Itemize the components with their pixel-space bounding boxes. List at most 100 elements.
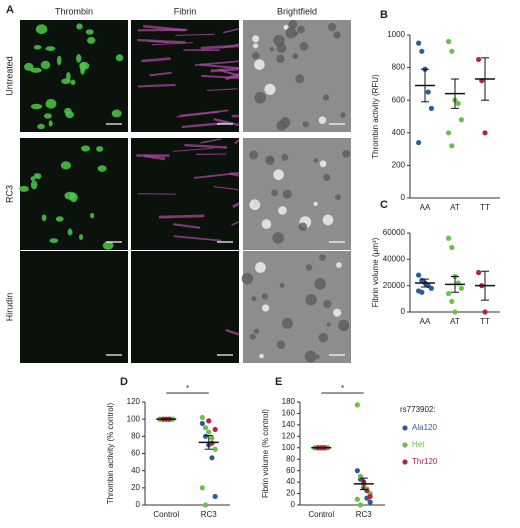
y-axis-label: Thrombin activity (RFU)	[371, 74, 380, 159]
cell	[313, 158, 319, 163]
fibrin-strand	[222, 28, 240, 34]
fibrin-strand	[175, 33, 215, 36]
fibrin-strand	[232, 202, 240, 209]
cell	[64, 191, 76, 200]
fibrin-strand	[137, 28, 188, 32]
point	[482, 130, 488, 136]
legend-label: Het	[412, 440, 425, 449]
y-tick-label: 120	[127, 397, 141, 406]
cell	[336, 262, 342, 268]
point	[199, 485, 205, 491]
cell	[276, 340, 286, 349]
y-tick-label: 0	[136, 500, 141, 509]
cell	[314, 277, 326, 290]
cell	[33, 45, 42, 50]
y-tick-label: 100	[282, 443, 296, 452]
cell	[319, 254, 326, 261]
fibrin-strand	[151, 42, 193, 46]
cell	[48, 120, 53, 127]
point	[446, 130, 452, 136]
image-bg	[131, 20, 239, 132]
cell	[319, 160, 327, 168]
point	[449, 244, 455, 251]
micrograph	[131, 20, 240, 132]
point	[446, 290, 452, 297]
point	[428, 105, 434, 111]
cell	[37, 123, 45, 130]
point	[449, 48, 455, 54]
y-tick-label: 400	[392, 128, 406, 137]
point	[364, 488, 370, 494]
point	[206, 418, 212, 424]
y-tick-label: 600	[392, 95, 406, 104]
cell	[269, 47, 274, 52]
cell	[333, 308, 342, 317]
significance-label: *	[341, 384, 344, 393]
fibrin-strand	[206, 88, 238, 92]
cell	[61, 78, 71, 85]
micrograph	[243, 19, 351, 132]
cell	[272, 232, 284, 244]
cell	[253, 328, 260, 334]
y-tick-label: 140	[282, 420, 296, 429]
cell	[35, 24, 48, 35]
point	[455, 100, 461, 107]
cell	[67, 228, 73, 236]
point	[458, 285, 464, 291]
point	[446, 235, 452, 241]
cell	[276, 120, 287, 131]
cell	[273, 34, 285, 47]
column-label: Brightfield	[277, 6, 317, 16]
point	[449, 143, 455, 149]
fibrin-strand	[137, 83, 176, 88]
y-tick-label: 20000	[383, 281, 406, 290]
y-tick-label: 180	[282, 397, 296, 406]
cell	[251, 296, 257, 302]
micrograph	[241, 251, 351, 363]
point	[199, 414, 205, 421]
cell	[56, 55, 62, 66]
fibrin-strand	[172, 147, 214, 152]
y-tick-label: 20	[131, 483, 140, 492]
cell	[78, 234, 84, 240]
panel-letter: E	[275, 376, 282, 388]
point	[357, 502, 364, 508]
x-tick-label: TT	[480, 203, 490, 212]
fibrin-strand	[213, 186, 240, 191]
image-bg	[131, 251, 239, 363]
point	[212, 426, 218, 433]
point	[476, 269, 482, 276]
point	[367, 499, 373, 505]
cell	[318, 116, 327, 124]
y-tick-label: 40000	[383, 254, 406, 263]
point	[416, 139, 422, 146]
cell	[278, 206, 287, 215]
y-tick-label: 0	[401, 307, 406, 316]
cell	[241, 272, 254, 285]
point	[209, 455, 215, 461]
cell	[279, 282, 285, 288]
cell	[249, 199, 261, 211]
point	[209, 435, 215, 441]
cell	[322, 214, 334, 226]
y-tick-label: 20	[286, 489, 295, 498]
fibrin-strand	[200, 63, 240, 70]
fibrin-strand	[225, 328, 240, 336]
cell	[40, 60, 51, 70]
point	[428, 285, 434, 291]
point	[452, 309, 458, 315]
cell	[288, 19, 298, 29]
row-label: Hirudin	[4, 293, 14, 322]
micrograph	[131, 138, 240, 250]
cell	[318, 333, 329, 343]
fibrin-strand	[194, 60, 240, 66]
fibrin-strand	[176, 111, 220, 118]
legend-label: Ala120	[412, 423, 437, 432]
fibrin-strand	[217, 68, 240, 77]
point	[482, 309, 488, 315]
cell	[298, 222, 308, 231]
image-bg	[20, 20, 128, 132]
fibrin-strand	[210, 67, 240, 73]
panel-letter: A	[6, 4, 14, 16]
